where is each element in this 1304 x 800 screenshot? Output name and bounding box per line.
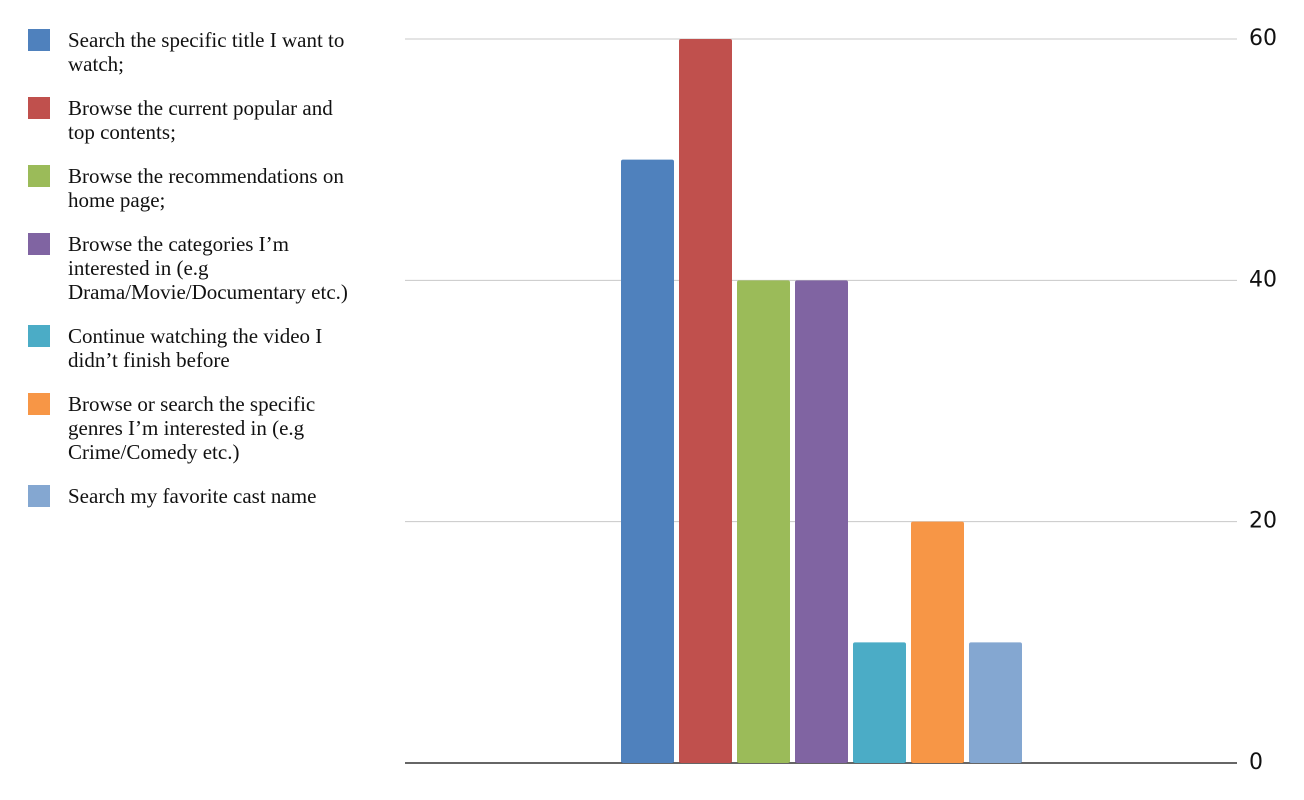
legend: Search the specific title I want to watc… (28, 28, 368, 508)
y-tick-label: 0 (1249, 750, 1263, 775)
legend-swatch (28, 393, 50, 415)
y-tick-label: 40 (1249, 267, 1277, 292)
legend-swatch (28, 325, 50, 347)
bar (737, 280, 790, 763)
legend-item: Browse the current popular and top conte… (28, 96, 368, 144)
legend-item: Search my favorite cast name (28, 484, 368, 508)
legend-label: Search my favorite cast name (68, 484, 317, 508)
legend-label: Browse the recommendations on home page; (68, 164, 344, 212)
legend-label: Continue watching the video I didn’t fin… (68, 324, 323, 372)
legend-label: Browse the current popular and top conte… (68, 96, 333, 144)
legend-swatch (28, 165, 50, 187)
legend-swatch (28, 97, 50, 119)
legend-label: Search the specific title I want to watc… (68, 28, 345, 76)
legend-swatch (28, 29, 50, 51)
legend-item: Continue watching the video I didn’t fin… (28, 324, 368, 372)
legend-item: Browse the recommendations on home page; (28, 164, 368, 212)
y-tick-label: 20 (1249, 509, 1277, 534)
legend-item: Search the specific title I want to watc… (28, 28, 368, 76)
legend-label: Browse the categories I’m interested in … (68, 232, 348, 304)
legend-item: Browse or search the specific genres I’m… (28, 392, 368, 464)
legend-item: Browse the categories I’m interested in … (28, 232, 368, 304)
bar (853, 642, 906, 763)
legend-label: Browse or search the specific genres I’m… (68, 392, 316, 464)
bar (679, 39, 732, 763)
bar (795, 280, 848, 763)
y-tick-label: 60 (1249, 26, 1277, 51)
legend-swatch (28, 233, 50, 255)
bar (911, 521, 964, 763)
bar (969, 642, 1022, 763)
bar (621, 159, 674, 763)
legend-swatch (28, 485, 50, 507)
